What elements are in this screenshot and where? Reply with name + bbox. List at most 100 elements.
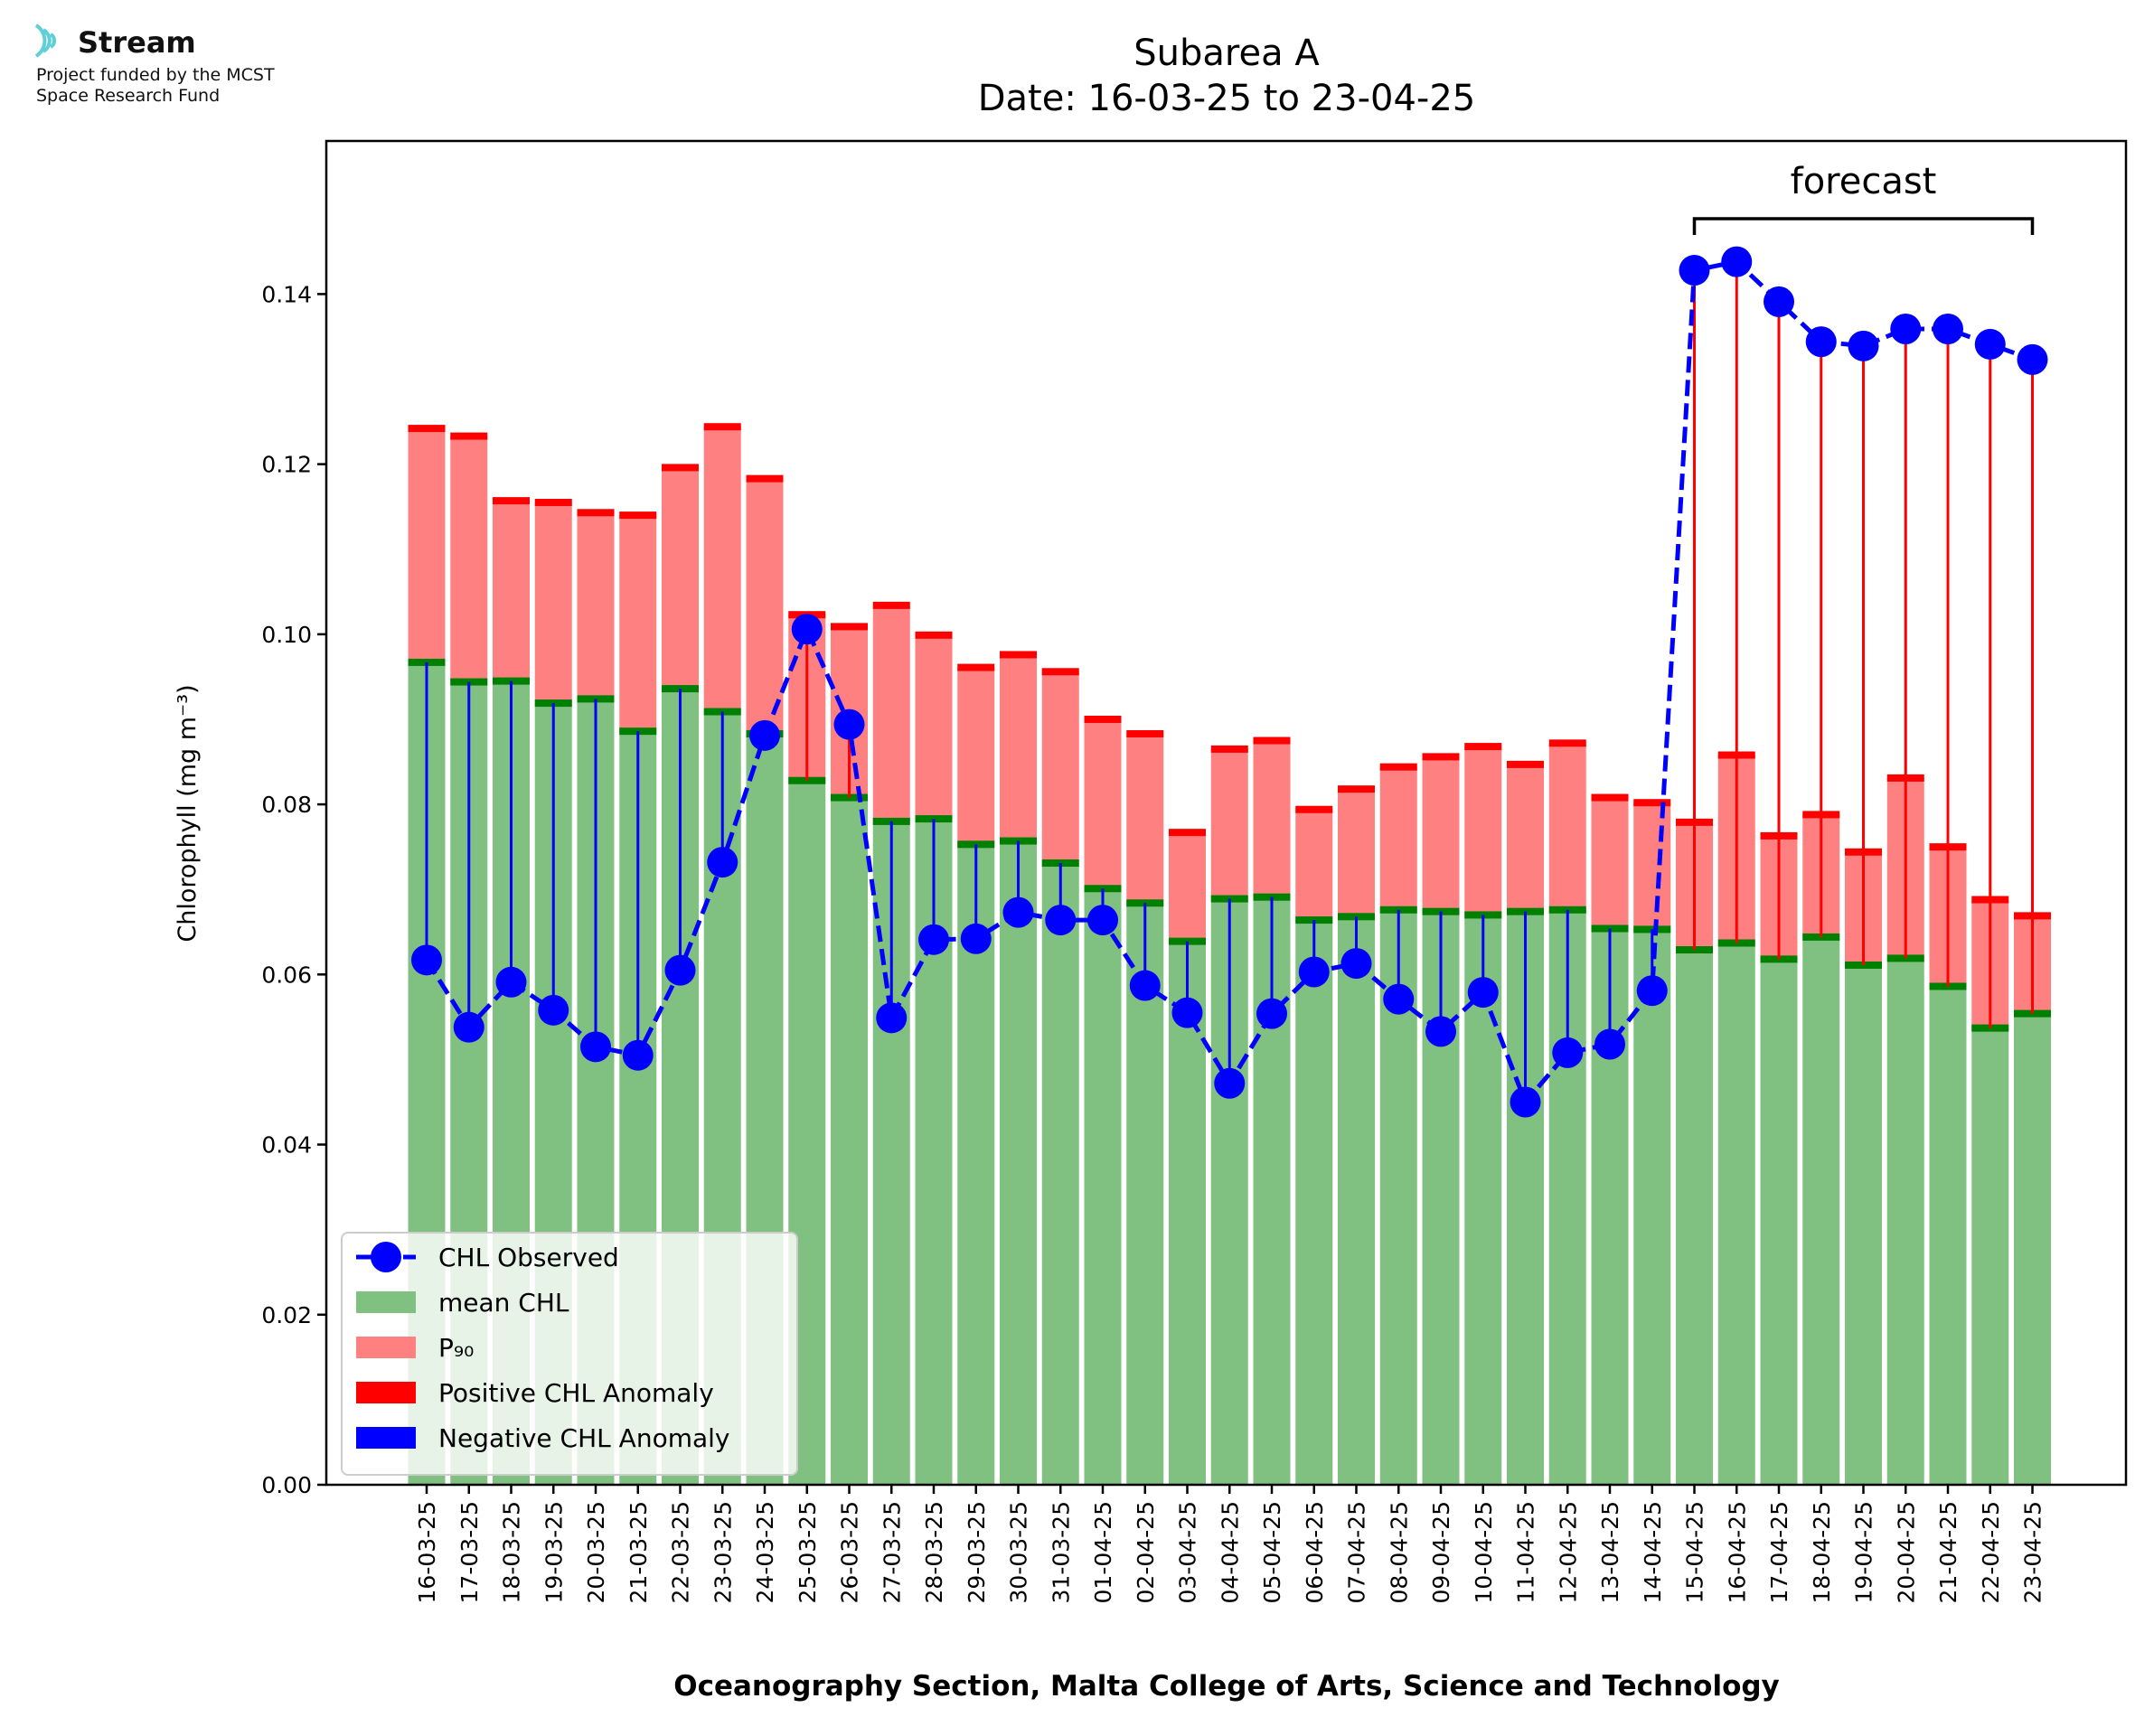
mean-bar — [1338, 916, 1375, 1485]
y-tick-label: 0.06 — [261, 962, 312, 988]
p90-bar — [1633, 802, 1671, 930]
p90-bar — [1253, 740, 1291, 897]
x-tick-label: 31-03-25 — [1048, 1501, 1074, 1603]
p90-cap — [619, 511, 657, 520]
chl-observed-point — [1594, 1028, 1625, 1060]
p90-cap — [872, 601, 910, 609]
p90-bar — [1422, 756, 1460, 912]
x-tick-label: 30-03-25 — [1006, 1501, 1032, 1603]
p90-bar — [1169, 832, 1206, 942]
mean-bar — [2014, 1013, 2051, 1485]
p90-bar — [957, 667, 995, 845]
x-tick-label: 12-04-25 — [1555, 1501, 1581, 1603]
chl-observed-point — [538, 994, 569, 1026]
legend-label: P₉₀ — [438, 1333, 474, 1363]
chl-observed-point — [1890, 313, 1922, 344]
x-axis-label: Oceanography Section, Malta College of A… — [673, 1670, 1780, 1703]
chl-observed-point — [791, 614, 823, 645]
mean-bar — [1802, 936, 1840, 1485]
y-tick-label: 0.14 — [261, 281, 312, 307]
chl-observed-point — [1467, 977, 1499, 1009]
logo-subtitle: Project funded by the MCST Space Researc… — [36, 65, 275, 107]
chl-observed-point — [960, 923, 992, 954]
stream-logo: Stream Project funded by the MCST Space … — [31, 20, 275, 106]
x-tick-label: 16-03-25 — [414, 1501, 440, 1603]
p90-cap — [1210, 745, 1248, 753]
p90-cap — [450, 432, 488, 440]
x-tick-label: 01-04-25 — [1090, 1501, 1116, 1603]
mean-bar — [1041, 863, 1079, 1485]
chl-observed-point — [453, 1011, 484, 1043]
y-tick-label: 0.12 — [261, 452, 312, 478]
x-tick-label: 19-04-25 — [1851, 1501, 1877, 1603]
mean-bar — [1169, 941, 1206, 1485]
x-tick-label: 08-04-25 — [1386, 1501, 1412, 1603]
chl-observed-point — [580, 1031, 611, 1063]
mean-bar — [831, 797, 868, 1485]
chl-observed-point — [664, 954, 696, 986]
p90-cap — [1591, 793, 1629, 802]
chl-observed-point — [1933, 313, 1963, 344]
mean-bar — [1676, 950, 1713, 1485]
y-tick-label: 0.04 — [261, 1132, 312, 1159]
p90-bar — [1210, 748, 1248, 899]
legend-label: CHL Observed — [438, 1243, 619, 1272]
logo-subtitle-line2: Space Research Fund — [36, 86, 221, 106]
x-tick-label: 21-03-25 — [626, 1501, 652, 1603]
chl-observed-point — [1340, 948, 1372, 980]
p90-bar — [915, 634, 953, 820]
chl-observed-point — [1129, 970, 1161, 1001]
chl-observed-point — [1974, 328, 2006, 360]
legend-swatch-marker — [371, 1242, 401, 1272]
p90-cap — [1253, 737, 1291, 745]
legend-swatch — [356, 1337, 416, 1358]
p90-bar — [1379, 766, 1417, 910]
x-tick-label: 13-04-25 — [1597, 1501, 1623, 1603]
p90-bar — [1591, 797, 1629, 929]
x-tick-label: 09-04-25 — [1428, 1501, 1454, 1603]
mean-bar — [1971, 1028, 2009, 1485]
p90-bar — [1464, 746, 1502, 915]
p90-cap — [1338, 785, 1375, 793]
p90-cap — [577, 509, 615, 517]
x-tick-label: 17-04-25 — [1766, 1501, 1792, 1603]
chl-observed-point — [1764, 286, 1794, 317]
x-tick-label: 18-04-25 — [1809, 1501, 1835, 1603]
x-tick-label: 14-04-25 — [1640, 1501, 1666, 1603]
chl-observed-point — [1214, 1067, 1246, 1099]
chl-observed-point — [1045, 905, 1077, 936]
x-tick-label: 24-03-25 — [752, 1501, 778, 1603]
mean-bar — [1000, 840, 1037, 1485]
p90-cap — [831, 623, 868, 631]
p90-cap — [1000, 651, 1037, 659]
x-tick-label: 06-04-25 — [1302, 1501, 1328, 1603]
p90-bar — [1295, 809, 1333, 921]
x-tick-label: 05-04-25 — [1259, 1501, 1285, 1603]
chl-observed-point — [1721, 246, 1753, 277]
chl-observed-point — [833, 708, 865, 740]
mean-bar — [1084, 888, 1122, 1485]
mean-bar — [1929, 986, 1967, 1485]
x-tick-label: 20-04-25 — [1893, 1501, 1919, 1603]
y-axis-label: Chlorophyll (mg m⁻³) — [174, 684, 202, 942]
chl-observed-point — [411, 944, 442, 976]
mean-bar — [1886, 958, 1924, 1485]
p90-cap — [957, 663, 995, 671]
legend-swatch — [356, 1427, 416, 1449]
p90-bar — [1041, 671, 1079, 864]
chl-observed-point — [749, 719, 780, 751]
p90-cap — [1379, 763, 1417, 771]
p90-bar — [493, 501, 530, 681]
chl-observed-point — [1636, 975, 1668, 1007]
p90-cap — [493, 497, 530, 505]
p90-cap — [662, 464, 699, 472]
p90-bar — [1000, 654, 1037, 841]
p90-cap — [915, 631, 953, 639]
p90-cap — [1295, 805, 1333, 813]
legend-box — [341, 1232, 798, 1476]
p90-bar — [534, 502, 572, 704]
forecast-label: forecast — [1791, 161, 1937, 202]
x-tick-label: 04-04-25 — [1217, 1501, 1243, 1603]
p90-bar — [450, 436, 488, 682]
